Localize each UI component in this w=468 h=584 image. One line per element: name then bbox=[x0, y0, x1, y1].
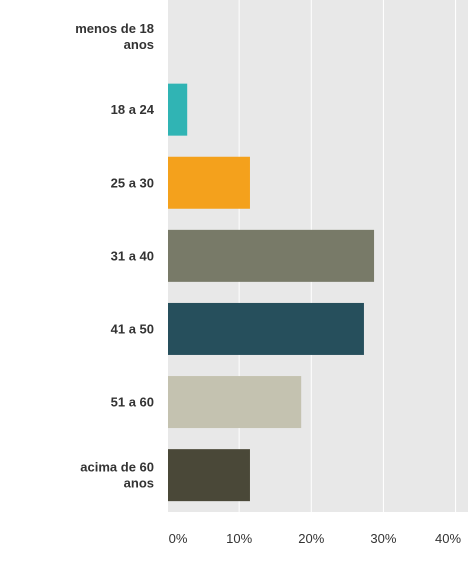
x-tick-label: 10% bbox=[226, 531, 252, 546]
category-label: acima de 60 anos bbox=[80, 460, 154, 491]
bar bbox=[167, 83, 188, 136]
bar bbox=[167, 449, 250, 502]
category-label: 31 a 40 bbox=[111, 248, 154, 263]
category-label: menos de 18 anos bbox=[75, 21, 154, 52]
x-tick-label: 30% bbox=[370, 531, 396, 546]
bar bbox=[167, 229, 375, 282]
x-tick-label: 40% bbox=[435, 531, 461, 546]
bar bbox=[167, 376, 302, 429]
category-label: 18 a 24 bbox=[111, 102, 155, 117]
x-tick-label: 20% bbox=[298, 531, 324, 546]
bars bbox=[167, 83, 375, 502]
x-tick-labels: 0% 10% 20% 30% 40% bbox=[169, 531, 462, 546]
bar bbox=[167, 302, 364, 355]
category-labels: menos de 18 anos 18 a 24 25 a 30 31 a 40 41 a… bbox=[75, 21, 155, 491]
category-label: 25 a 30 bbox=[111, 175, 154, 190]
bar bbox=[167, 156, 250, 209]
category-label: 51 a 60 bbox=[111, 395, 154, 410]
x-tick-label: 0% bbox=[169, 531, 188, 546]
category-label: 41 a 50 bbox=[111, 321, 154, 336]
